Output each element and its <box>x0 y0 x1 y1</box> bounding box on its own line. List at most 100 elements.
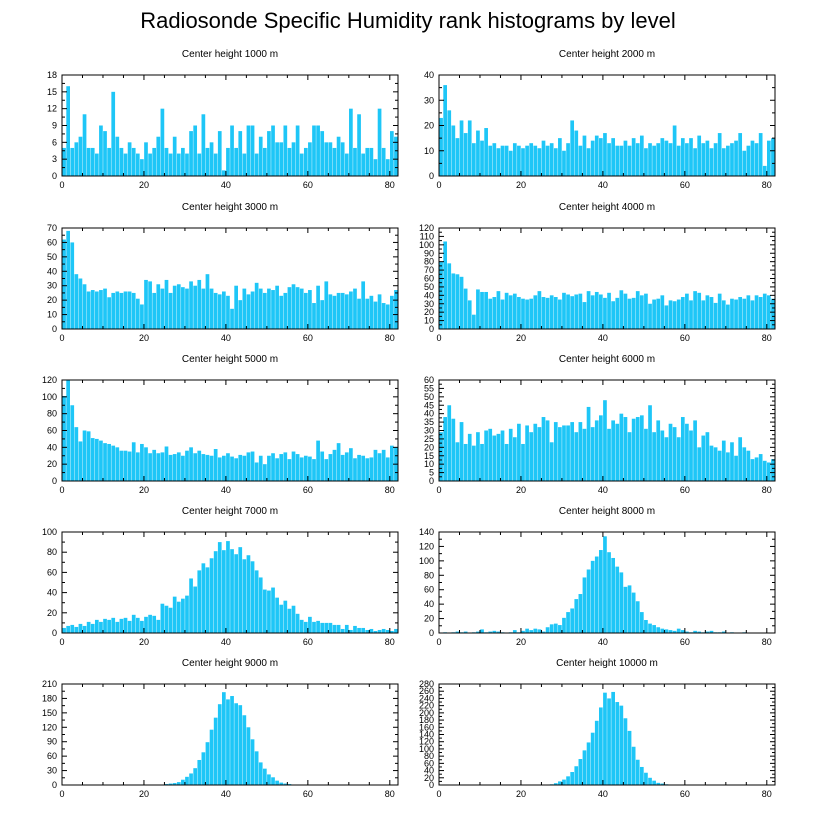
bar <box>279 604 284 633</box>
bar <box>349 629 353 633</box>
bar <box>299 619 304 633</box>
bar <box>496 433 501 481</box>
bar <box>303 455 308 481</box>
panel-title: Center height 10000 m <box>556 658 658 669</box>
x-tick-label: 40 <box>598 180 608 190</box>
bar <box>332 449 337 481</box>
x-tick-label: 0 <box>59 180 64 190</box>
bar <box>361 455 366 481</box>
y-tick-label: 80 <box>424 257 434 267</box>
bar <box>267 455 271 481</box>
bar <box>631 138 636 177</box>
bar <box>275 142 279 176</box>
bar <box>541 631 546 633</box>
bar <box>217 542 222 633</box>
bar <box>172 136 177 176</box>
bar <box>586 148 591 176</box>
bar <box>107 147 111 176</box>
x-tick-label: 20 <box>139 485 149 495</box>
y-tick-label: 20 <box>424 614 434 624</box>
y-tick-label: 50 <box>424 282 434 292</box>
bar <box>594 135 599 176</box>
bar <box>152 615 157 633</box>
x-tick-label: 60 <box>680 180 690 190</box>
bar <box>476 289 480 329</box>
bar <box>258 288 263 329</box>
bar <box>160 603 165 633</box>
bar <box>545 145 550 176</box>
bar <box>504 292 509 329</box>
bar <box>267 288 271 329</box>
bar <box>644 620 648 633</box>
bar <box>615 423 620 481</box>
x-tick-label: 20 <box>139 789 149 799</box>
bar <box>369 457 374 481</box>
bar <box>127 620 132 633</box>
bar <box>226 147 230 176</box>
plot-frame <box>438 531 776 634</box>
bar <box>201 563 206 633</box>
bar <box>627 432 632 481</box>
bar <box>291 284 296 329</box>
bar <box>492 297 497 329</box>
bar <box>234 703 238 785</box>
bar <box>181 598 185 633</box>
x-tick-label: 0 <box>59 485 64 495</box>
bar <box>94 291 99 329</box>
bar <box>545 627 550 633</box>
bar <box>279 782 284 785</box>
bar <box>172 783 177 785</box>
bar <box>652 299 656 329</box>
bar <box>328 294 333 329</box>
bar <box>201 288 206 329</box>
bar <box>652 780 656 785</box>
bar <box>672 630 677 633</box>
bar <box>107 297 111 329</box>
chart-panel-2: Center height 2000 m 0 10 20 30 40 0 20 40 60 80 <box>424 49 776 190</box>
bar <box>693 148 697 176</box>
bar <box>553 297 558 329</box>
bar <box>721 300 726 329</box>
y-tick-label: 0 <box>52 780 57 790</box>
y-tick-label: 40 <box>424 409 434 419</box>
bar <box>611 557 615 633</box>
y-tick-label: 110 <box>420 231 434 241</box>
x-tick-label: 40 <box>221 333 231 343</box>
bar <box>627 585 632 633</box>
bar <box>103 131 107 176</box>
y-tick-label: 140 <box>419 527 434 537</box>
y-tick-label: 20 <box>47 459 57 469</box>
bar <box>324 459 329 481</box>
bar <box>390 295 394 329</box>
panel-title: Center height 4000 m <box>559 202 655 213</box>
bar <box>185 288 189 329</box>
bar <box>254 153 259 176</box>
y-tick-label: 220 <box>419 701 434 711</box>
bar <box>619 413 624 481</box>
bar <box>603 400 607 481</box>
y-tick-label: 20 <box>47 608 57 618</box>
bar <box>767 295 771 329</box>
bar <box>357 114 361 176</box>
bar <box>295 613 300 633</box>
bar <box>742 298 747 329</box>
bar <box>254 570 259 633</box>
bar <box>664 140 669 176</box>
bar <box>189 773 193 785</box>
bar <box>619 145 624 176</box>
bar <box>361 281 366 329</box>
bar <box>193 453 198 481</box>
bar <box>70 242 75 329</box>
bar <box>148 281 152 329</box>
bar <box>771 298 775 329</box>
bar <box>771 459 775 481</box>
y-tick-label: 120 <box>419 737 434 747</box>
bar <box>463 443 468 481</box>
bar <box>521 443 525 481</box>
bar <box>668 630 673 633</box>
bar <box>504 145 509 176</box>
bar <box>242 288 247 329</box>
bar <box>140 159 144 176</box>
bar <box>230 456 234 481</box>
bar <box>713 302 718 329</box>
